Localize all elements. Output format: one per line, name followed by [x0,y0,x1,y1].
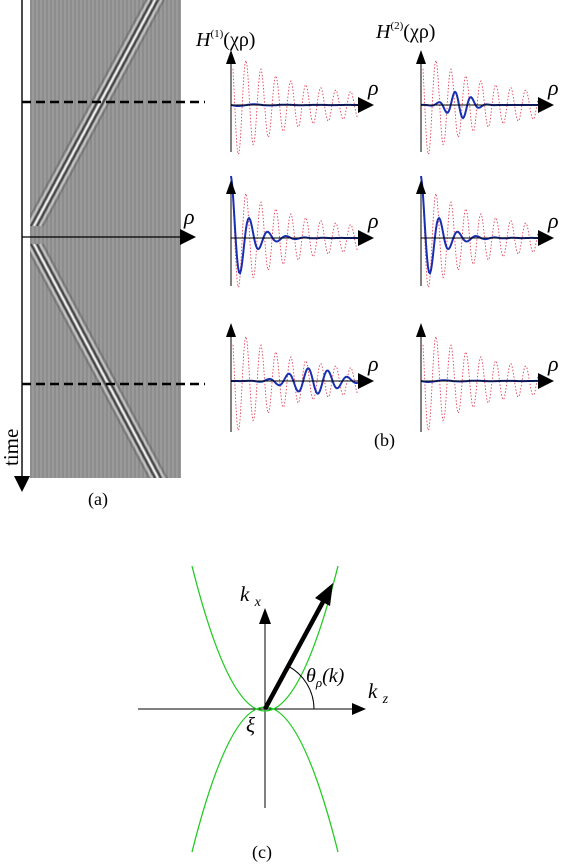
wave-packets [30,0,168,478]
angle-arc [287,665,315,710]
subplot-r2-c2: ρ [416,175,559,289]
header-h2: H(2)(χρ) [375,20,435,43]
y-axis-arrow [226,50,236,64]
panel-c: k x k z θρ(k) ξ (c) [138,565,389,863]
panel-a: time ρ (a) [0,0,205,510]
caption-a: (a) [88,489,108,510]
packet-down-stripe [39,243,165,478]
panel-b: H(1)(χρ) H(2)(χρ) ρ ρ ρ ρ ρ ρ (b) [195,20,559,451]
spacetime-image [30,0,181,478]
rho-axis-label: ρ [183,204,195,229]
reference-curve [232,191,359,289]
rho-label: ρ [547,208,559,233]
packet-down-stripe [30,245,153,478]
reference-curve [422,334,539,432]
x-axis-arrow [358,97,374,113]
subplot-r3-c2: ρ [416,323,559,432]
packet-down-stripe [42,243,168,478]
x-axis-arrow [358,230,374,246]
packet-up-stripe [33,0,156,227]
header-h1: H(1)(χρ) [195,28,255,51]
time-label: time [0,429,23,466]
reference-curve [232,334,359,432]
reference-curve [422,191,539,289]
packet-down-stripe [36,243,162,478]
packet-down-stripe [30,243,156,478]
rho-label: ρ [367,75,379,100]
wave-vector [263,598,326,711]
y-axis-arrow [416,323,426,337]
subplot-r3-c1: ρ [226,323,379,432]
rho-label: ρ [367,351,379,376]
packet-up-stripe [36,0,159,227]
kx-axis-arrow [259,608,271,624]
y-axis-arrow [416,180,426,194]
y-axis-arrow [226,180,236,194]
caption-b: (b) [374,430,395,451]
rho-label: ρ [547,75,559,100]
reference-curve [422,58,539,156]
subplot-r1-c2: ρ [416,50,559,156]
theta-label: θρ(k) [306,665,345,690]
packet-up-stripe [30,0,153,227]
packet-up-stripe [30,0,147,219]
rho-label: ρ [367,208,379,233]
rho-axis-arrow [180,229,196,245]
wave-curve [230,175,358,275]
x-axis-arrow [538,97,554,113]
packet-up-stripe [39,0,162,227]
x-axis-arrow [538,230,554,246]
packet-down-stripe [33,243,159,478]
kz-axis-arrow [352,703,366,715]
subplot-r2-c1: ρ [226,175,379,289]
time-axis-arrow [14,476,30,492]
subplot-r1-c1: ρ [226,50,379,156]
x-axis-arrow [358,373,374,389]
reference-curve [232,58,359,156]
subplots-grid: ρ ρ ρ ρ ρ ρ [226,50,559,432]
x-axis-arrow [538,373,554,389]
caption-c: (c) [252,842,272,863]
xi-label: ξ [246,713,255,737]
parabola-upper [191,565,339,712]
wave-vector-head [315,583,333,606]
packet-up-stripe [42,0,165,227]
y-axis-arrow [416,50,426,64]
rho-label: ρ [547,351,559,376]
kx-label: k x [240,582,262,610]
packet-up-stripe [30,0,150,225]
y-axis-arrow [226,323,236,337]
kz-label: k z [368,679,389,707]
packet-down-stripe [30,251,150,478]
